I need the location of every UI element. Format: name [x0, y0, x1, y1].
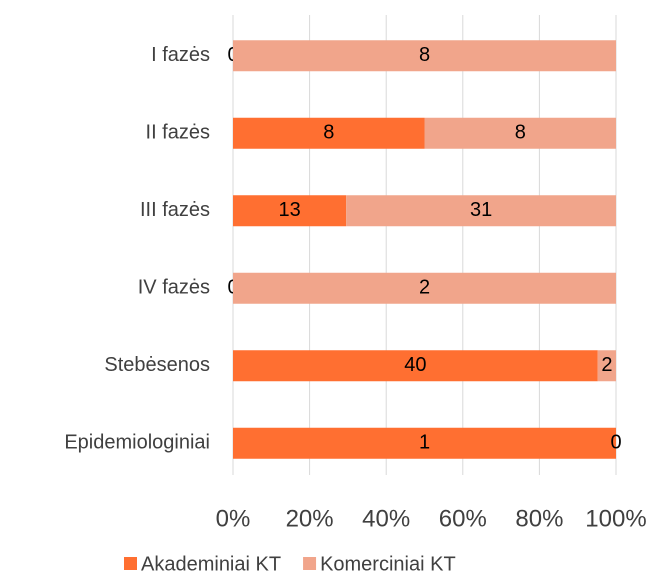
bar-segment: [233, 195, 347, 227]
data-label: 0: [610, 432, 621, 454]
data-label: 8: [515, 122, 526, 144]
y-tick-label: Stebėsenos: [104, 354, 210, 376]
x-tick-label: 20%: [286, 505, 334, 532]
bar-segment: [233, 272, 616, 304]
bar-segment: [233, 350, 598, 382]
y-tick-label: IV fazės: [138, 277, 210, 299]
legend-label: Akademiniai KT: [141, 553, 281, 575]
legend-swatch: [124, 557, 137, 570]
bar-segment: [233, 117, 425, 149]
y-tick-label: Epidemiologiniai: [64, 432, 210, 454]
x-tick-label: 40%: [362, 505, 410, 532]
x-tick-label: 100%: [585, 505, 646, 532]
data-label: 2: [601, 354, 612, 376]
data-label: 8: [323, 122, 334, 144]
data-label: 2: [419, 277, 430, 299]
legend-swatch: [303, 557, 317, 570]
y-tick-label: II fazės: [146, 122, 210, 144]
x-tick-label: 80%: [515, 505, 563, 532]
x-tick-label: 0%: [216, 505, 251, 532]
y-tick-label: I fazės: [151, 44, 210, 66]
bar-segment: [424, 117, 616, 149]
y-tick-label: III fazės: [140, 199, 210, 221]
bar-segment: [346, 195, 616, 227]
legend-label: Komerciniai KT: [320, 553, 456, 575]
data-label: 8: [419, 44, 430, 66]
data-label: 13: [278, 199, 300, 221]
bar-segment: [597, 350, 616, 382]
bar-segment: [233, 427, 616, 459]
data-label: 40: [404, 354, 426, 376]
bar-segment: [233, 40, 616, 72]
data-label: 1: [419, 432, 430, 454]
data-label: 31: [470, 199, 492, 221]
x-tick-label: 60%: [439, 505, 487, 532]
